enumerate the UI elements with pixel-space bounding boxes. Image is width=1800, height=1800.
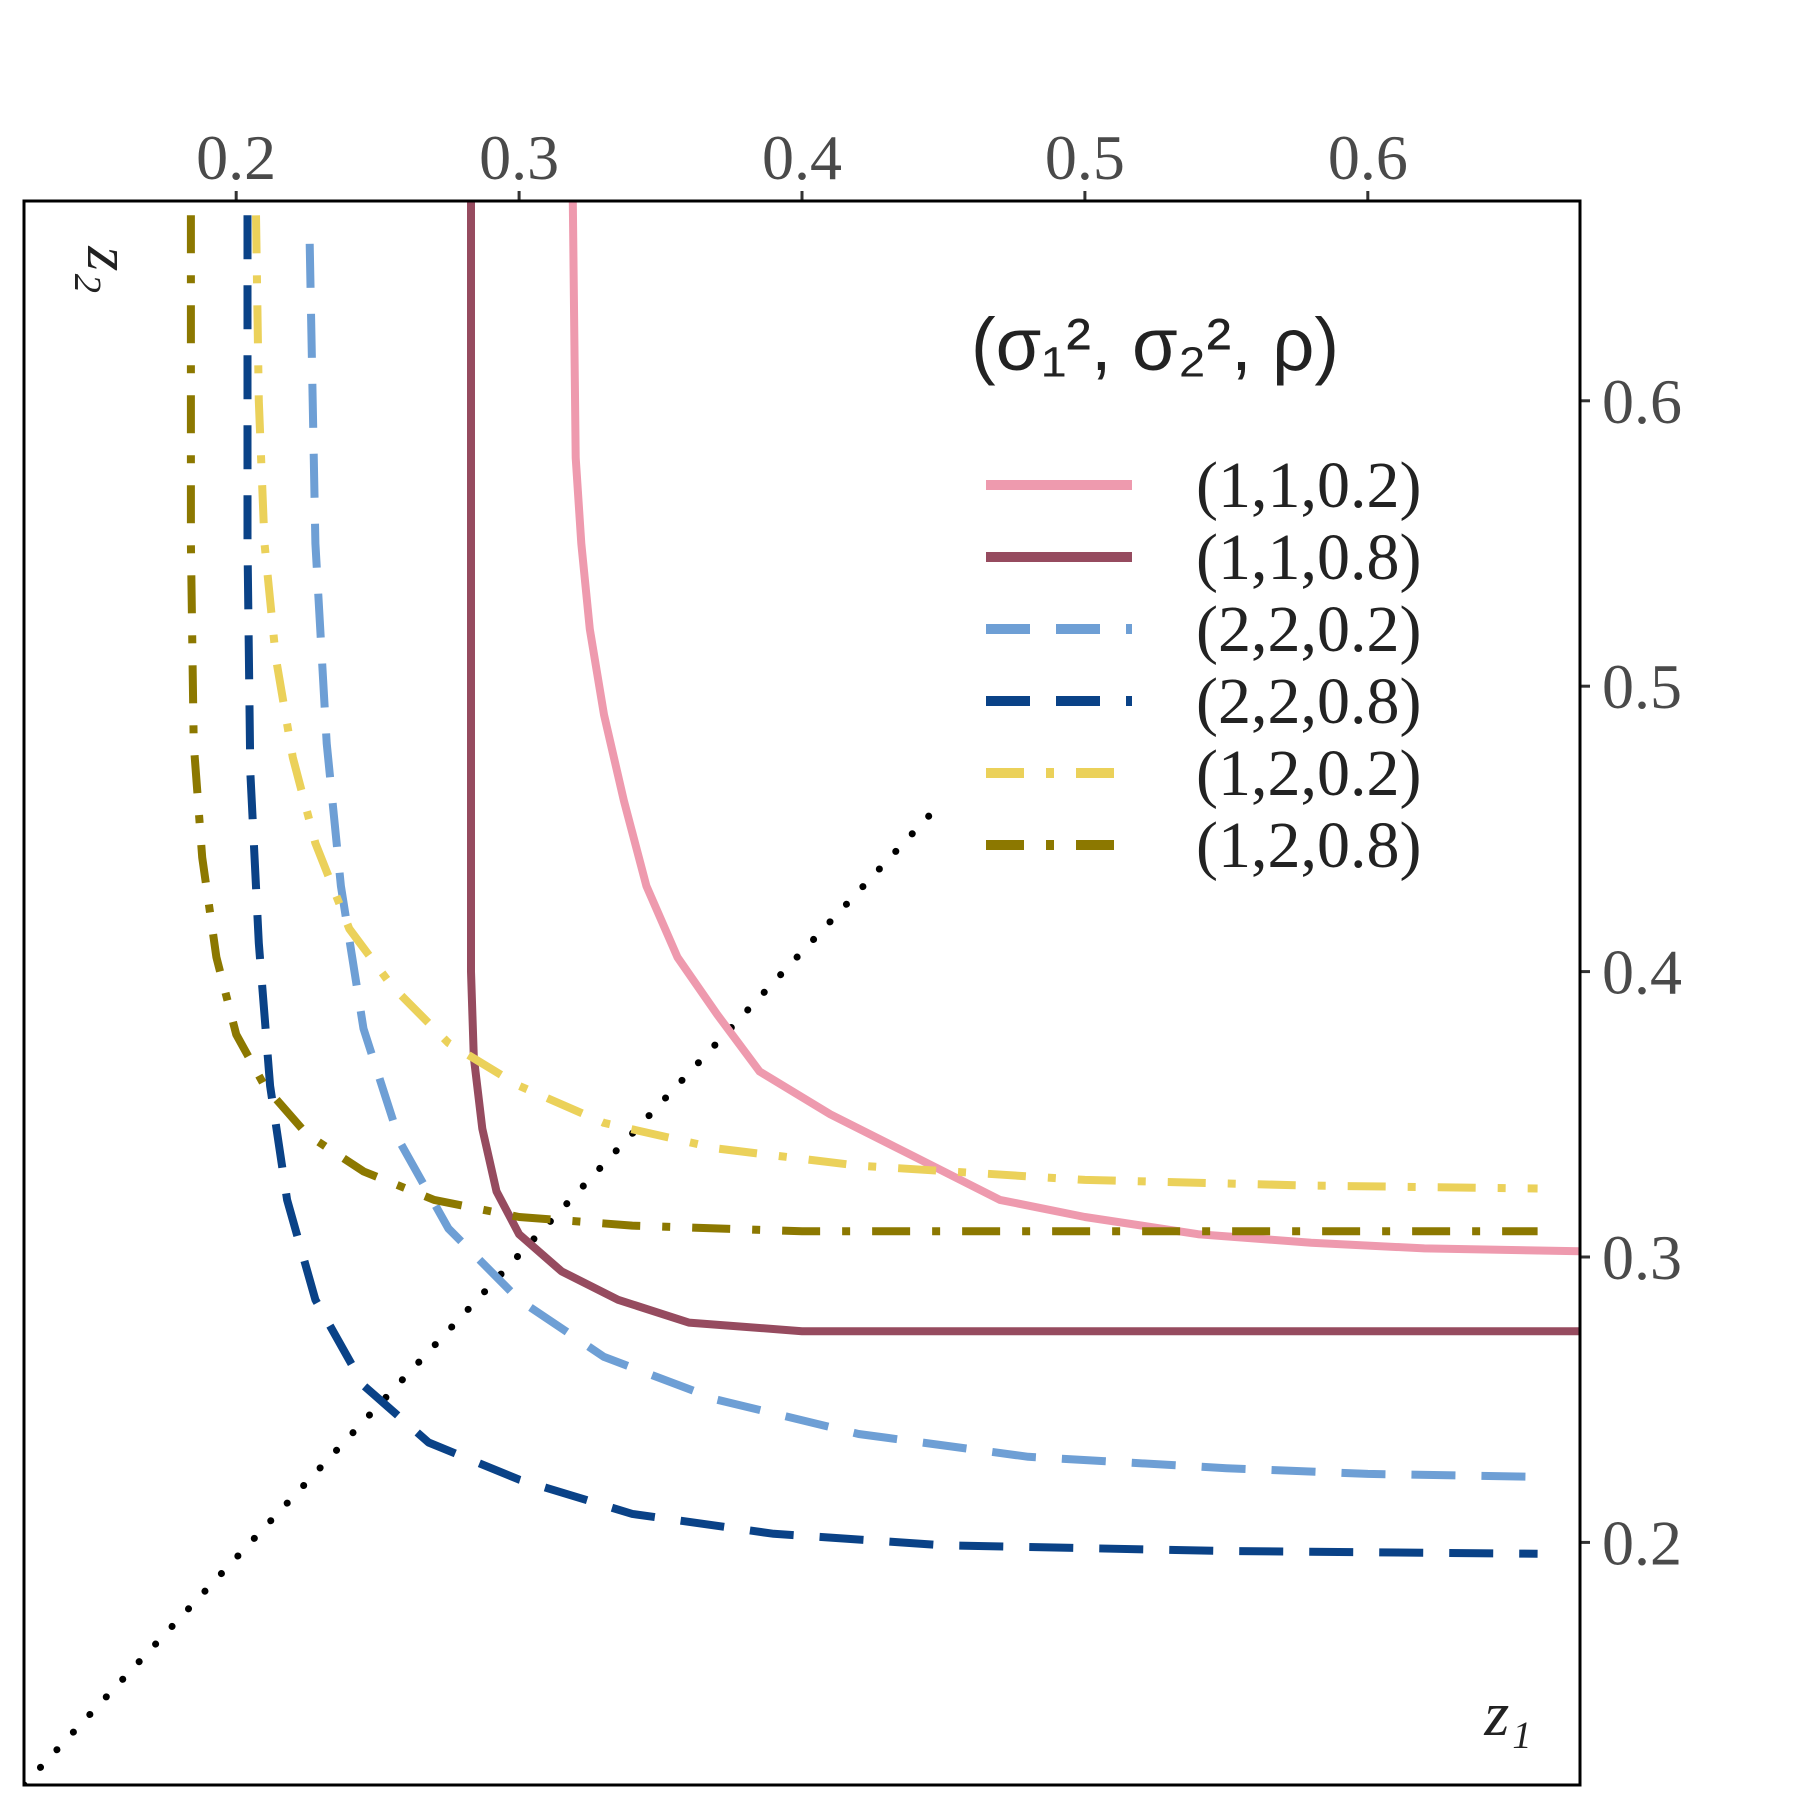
x-tick-label: 0.4 bbox=[762, 122, 842, 193]
legend-label-1-1-0-2: (1,1,0.2) bbox=[1196, 449, 1421, 522]
series-line-2-2-0-2 bbox=[305, 243, 1538, 1481]
y-tick-label: 0.2 bbox=[1602, 1507, 1682, 1578]
y-tick-label: 0.5 bbox=[1602, 651, 1682, 722]
legend-label-1-2-0-2: (1,2,0.2) bbox=[1196, 737, 1421, 810]
series-line-1-1-0-2 bbox=[568, 201, 1580, 1256]
series-lines bbox=[186, 201, 1580, 1558]
series-line-1-2-0-8 bbox=[186, 215, 1538, 1236]
y-axis-label: z₂ bbox=[74, 245, 145, 293]
x-tick-label: 0.5 bbox=[1045, 122, 1125, 193]
y-tick-label: 0.3 bbox=[1602, 1222, 1682, 1293]
y-tick-label: 0.4 bbox=[1602, 937, 1682, 1008]
legend-label-2-2-0-2: (2,2,0.2) bbox=[1196, 593, 1421, 666]
x-tick-label: 0.3 bbox=[479, 122, 559, 193]
reference-diagonal-line bbox=[24, 796, 947, 1785]
series-line-1-1-0-8 bbox=[467, 201, 1580, 1336]
plot-frame bbox=[22, 199, 1582, 1787]
legend-label-1-1-0-8: (1,1,0.8) bbox=[1196, 521, 1421, 594]
series-line-1-2-0-2 bbox=[252, 215, 1538, 1193]
x-axis-ticks: 0.2 0.3 0.4 0.5 0.6 bbox=[196, 122, 1408, 201]
plot-area bbox=[24, 201, 1580, 1785]
y-axis-ticks: 0.2 0.3 0.4 0.5 0.6 bbox=[1580, 366, 1682, 1578]
y-tick-label: 0.6 bbox=[1602, 366, 1682, 437]
x-tick-label: 0.2 bbox=[196, 122, 276, 193]
series-line-2-2-0-8 bbox=[243, 215, 1538, 1558]
x-tick-label: 0.6 bbox=[1328, 122, 1408, 193]
legend-title: (σ₁², σ₂², ρ) bbox=[971, 303, 1339, 386]
legend-label-2-2-0-8: (2,2,0.8) bbox=[1196, 665, 1421, 738]
legend-label-1-2-0-8: (1,2,0.8) bbox=[1196, 809, 1421, 882]
legend-items: (1,1,0.2)(1,1,0.8)(2,2,0.2)(2,2,0.8)(1,2… bbox=[986, 449, 1421, 882]
legend: (σ₁², σ₂², ρ) (1,1,0.2)(1,1,0.8)(2,2,0.2… bbox=[971, 303, 1421, 882]
x-axis-label: z₁ bbox=[1483, 1678, 1531, 1749]
